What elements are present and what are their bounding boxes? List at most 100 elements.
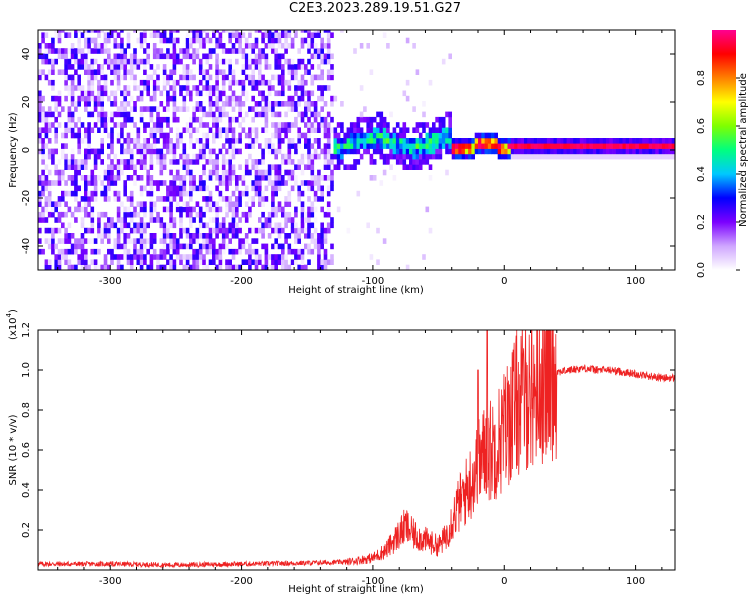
heatmap-cell <box>320 175 324 181</box>
heatmap-cell <box>225 58 229 65</box>
heatmap-cell <box>251 74 255 81</box>
heatmap-cell <box>310 206 315 213</box>
heatmap-cell <box>179 153 183 160</box>
heatmap-cell <box>228 153 232 160</box>
heatmap-cell <box>386 43 390 49</box>
heatmap-cell <box>402 127 407 133</box>
heatmap-cell <box>61 211 65 218</box>
heatmap-cell <box>225 159 229 165</box>
heatmap-cell <box>320 148 324 155</box>
heatmap-cell <box>195 233 200 239</box>
heatmap-cell <box>189 95 193 102</box>
heatmap-cell <box>103 58 108 65</box>
heatmap-cell <box>215 222 219 229</box>
heatmap-cell <box>612 148 617 155</box>
heatmap-cell <box>182 264 187 270</box>
heatmap-cell <box>208 95 213 102</box>
heatmap-cell <box>143 37 147 44</box>
heatmap-cell <box>123 74 127 81</box>
heatmap-cell <box>107 53 111 60</box>
heatmap-cell <box>152 95 157 102</box>
heatmap-cell <box>284 79 288 86</box>
heatmap-cell <box>185 53 190 60</box>
heatmap-cell <box>261 243 265 250</box>
heatmap-cell <box>116 264 121 270</box>
heatmap-cell <box>103 74 108 81</box>
heatmap-cell <box>369 132 374 139</box>
heatmap-cell <box>261 32 265 38</box>
heatmap-cell <box>74 264 78 270</box>
heatmap-cell <box>116 79 121 86</box>
heatmap-cell <box>156 53 160 60</box>
heatmap-cell <box>340 122 344 128</box>
heatmap-cell <box>159 217 164 223</box>
heatmap-cell <box>113 90 118 97</box>
heatmap-cell <box>323 101 328 107</box>
heatmap-cell <box>297 111 301 118</box>
heatmap-cell <box>129 159 134 165</box>
heatmap-cell <box>261 227 265 234</box>
heatmap-cell <box>84 148 88 155</box>
heatmap-cell <box>271 201 275 207</box>
heatmap-cell <box>300 64 305 70</box>
heatmap-cell <box>70 211 75 218</box>
heatmap-cell <box>202 143 206 149</box>
heatmap-cell <box>100 95 104 102</box>
heatmap-cell <box>182 53 187 60</box>
heatmap-cell <box>264 32 269 38</box>
heatmap-cell <box>202 180 206 186</box>
heatmap-cell <box>405 148 410 155</box>
heatmap-cell <box>517 138 521 144</box>
heatmap-cell <box>123 164 127 170</box>
heatmap-cell <box>422 153 426 160</box>
heatmap-cell <box>241 101 246 107</box>
heatmap-cell <box>152 32 157 38</box>
heatmap-cell <box>44 185 49 192</box>
heatmap-cell <box>353 132 357 139</box>
heatmap-cell <box>507 138 512 144</box>
heatmap-cell <box>182 74 187 81</box>
heatmap-cell <box>277 111 282 118</box>
heatmap-cell <box>376 148 380 155</box>
heatmap-cell <box>405 138 410 144</box>
heatmap-cell <box>54 264 58 270</box>
heatmap-cell <box>645 153 649 160</box>
heatmap-cell <box>244 185 249 192</box>
heatmap-cell <box>281 175 285 181</box>
heatmap-cell <box>120 43 124 49</box>
heatmap-cell <box>189 143 193 149</box>
heatmap-cell <box>294 227 298 234</box>
heatmap-cell <box>254 37 259 44</box>
heatmap-cell <box>537 148 541 155</box>
heatmap-cell <box>179 106 183 112</box>
heatmap-cell <box>501 153 505 160</box>
heatmap-cell <box>129 64 134 70</box>
heatmap-cell <box>478 148 482 155</box>
heatmap-cell <box>386 153 390 160</box>
heatmap-cell <box>379 127 384 133</box>
heatmap-cell <box>64 159 68 165</box>
heatmap-cell <box>97 148 101 155</box>
heatmap-cell <box>103 264 108 270</box>
heatmap-cell <box>87 43 91 49</box>
heatmap-cell <box>629 153 633 160</box>
heatmap-cell <box>445 138 449 144</box>
heatmap-cell <box>238 248 242 255</box>
heatmap-cell <box>202 211 206 218</box>
heatmap-cell <box>202 196 206 202</box>
heatmap-cell <box>202 243 206 250</box>
heatmap-cell <box>244 74 249 81</box>
heatmap-cell <box>264 259 269 265</box>
heatmap-cell <box>198 58 203 65</box>
heatmap-cell <box>198 122 203 128</box>
heatmap-cell <box>353 143 357 149</box>
heatmap-cell <box>202 169 206 176</box>
heatmap-cell <box>261 37 265 44</box>
heatmap-cell <box>57 32 62 38</box>
heatmap-cell <box>550 143 554 149</box>
heatmap-cell <box>123 159 127 165</box>
heatmap-cell <box>369 116 374 123</box>
heatmap-cell <box>221 90 226 97</box>
heatmap-cell <box>54 148 58 155</box>
heatmap-cell <box>100 43 104 49</box>
